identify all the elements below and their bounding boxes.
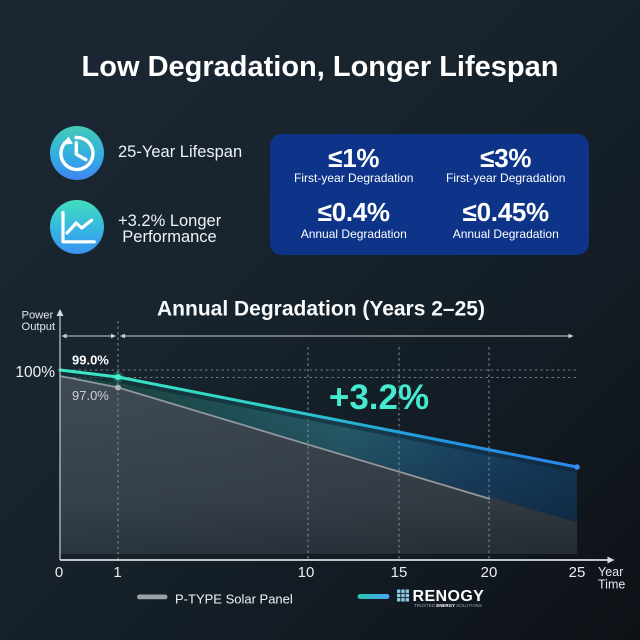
svg-text:25: 25 [569,564,586,581]
svg-text:15: 15 [391,564,408,581]
svg-text:0: 0 [55,564,63,581]
svg-text:Time: Time [598,578,625,592]
svg-text:Power: Power [22,310,54,322]
svg-text:RENOGY: RENOGY [413,588,485,605]
svg-text:97.0%: 97.0% [72,388,109,403]
svg-text:10: 10 [298,564,315,581]
svg-text:99.0%: 99.0% [72,353,109,368]
svg-text:Output: Output [22,321,56,333]
svg-text:20: 20 [481,564,498,581]
svg-text:+3.2%: +3.2% [329,378,429,417]
svg-text:Annual Degradation (Years 2–25: Annual Degradation (Years 2–25) [157,298,485,321]
svg-text:100%: 100% [15,364,55,381]
svg-text:TRUSTED ENERGY SOLUTIONS: TRUSTED ENERGY SOLUTIONS [414,603,482,609]
svg-text:P-TYPE Solar Panel: P-TYPE Solar Panel [175,592,293,607]
svg-text:Year: Year [598,565,623,579]
svg-text:1: 1 [113,564,121,581]
